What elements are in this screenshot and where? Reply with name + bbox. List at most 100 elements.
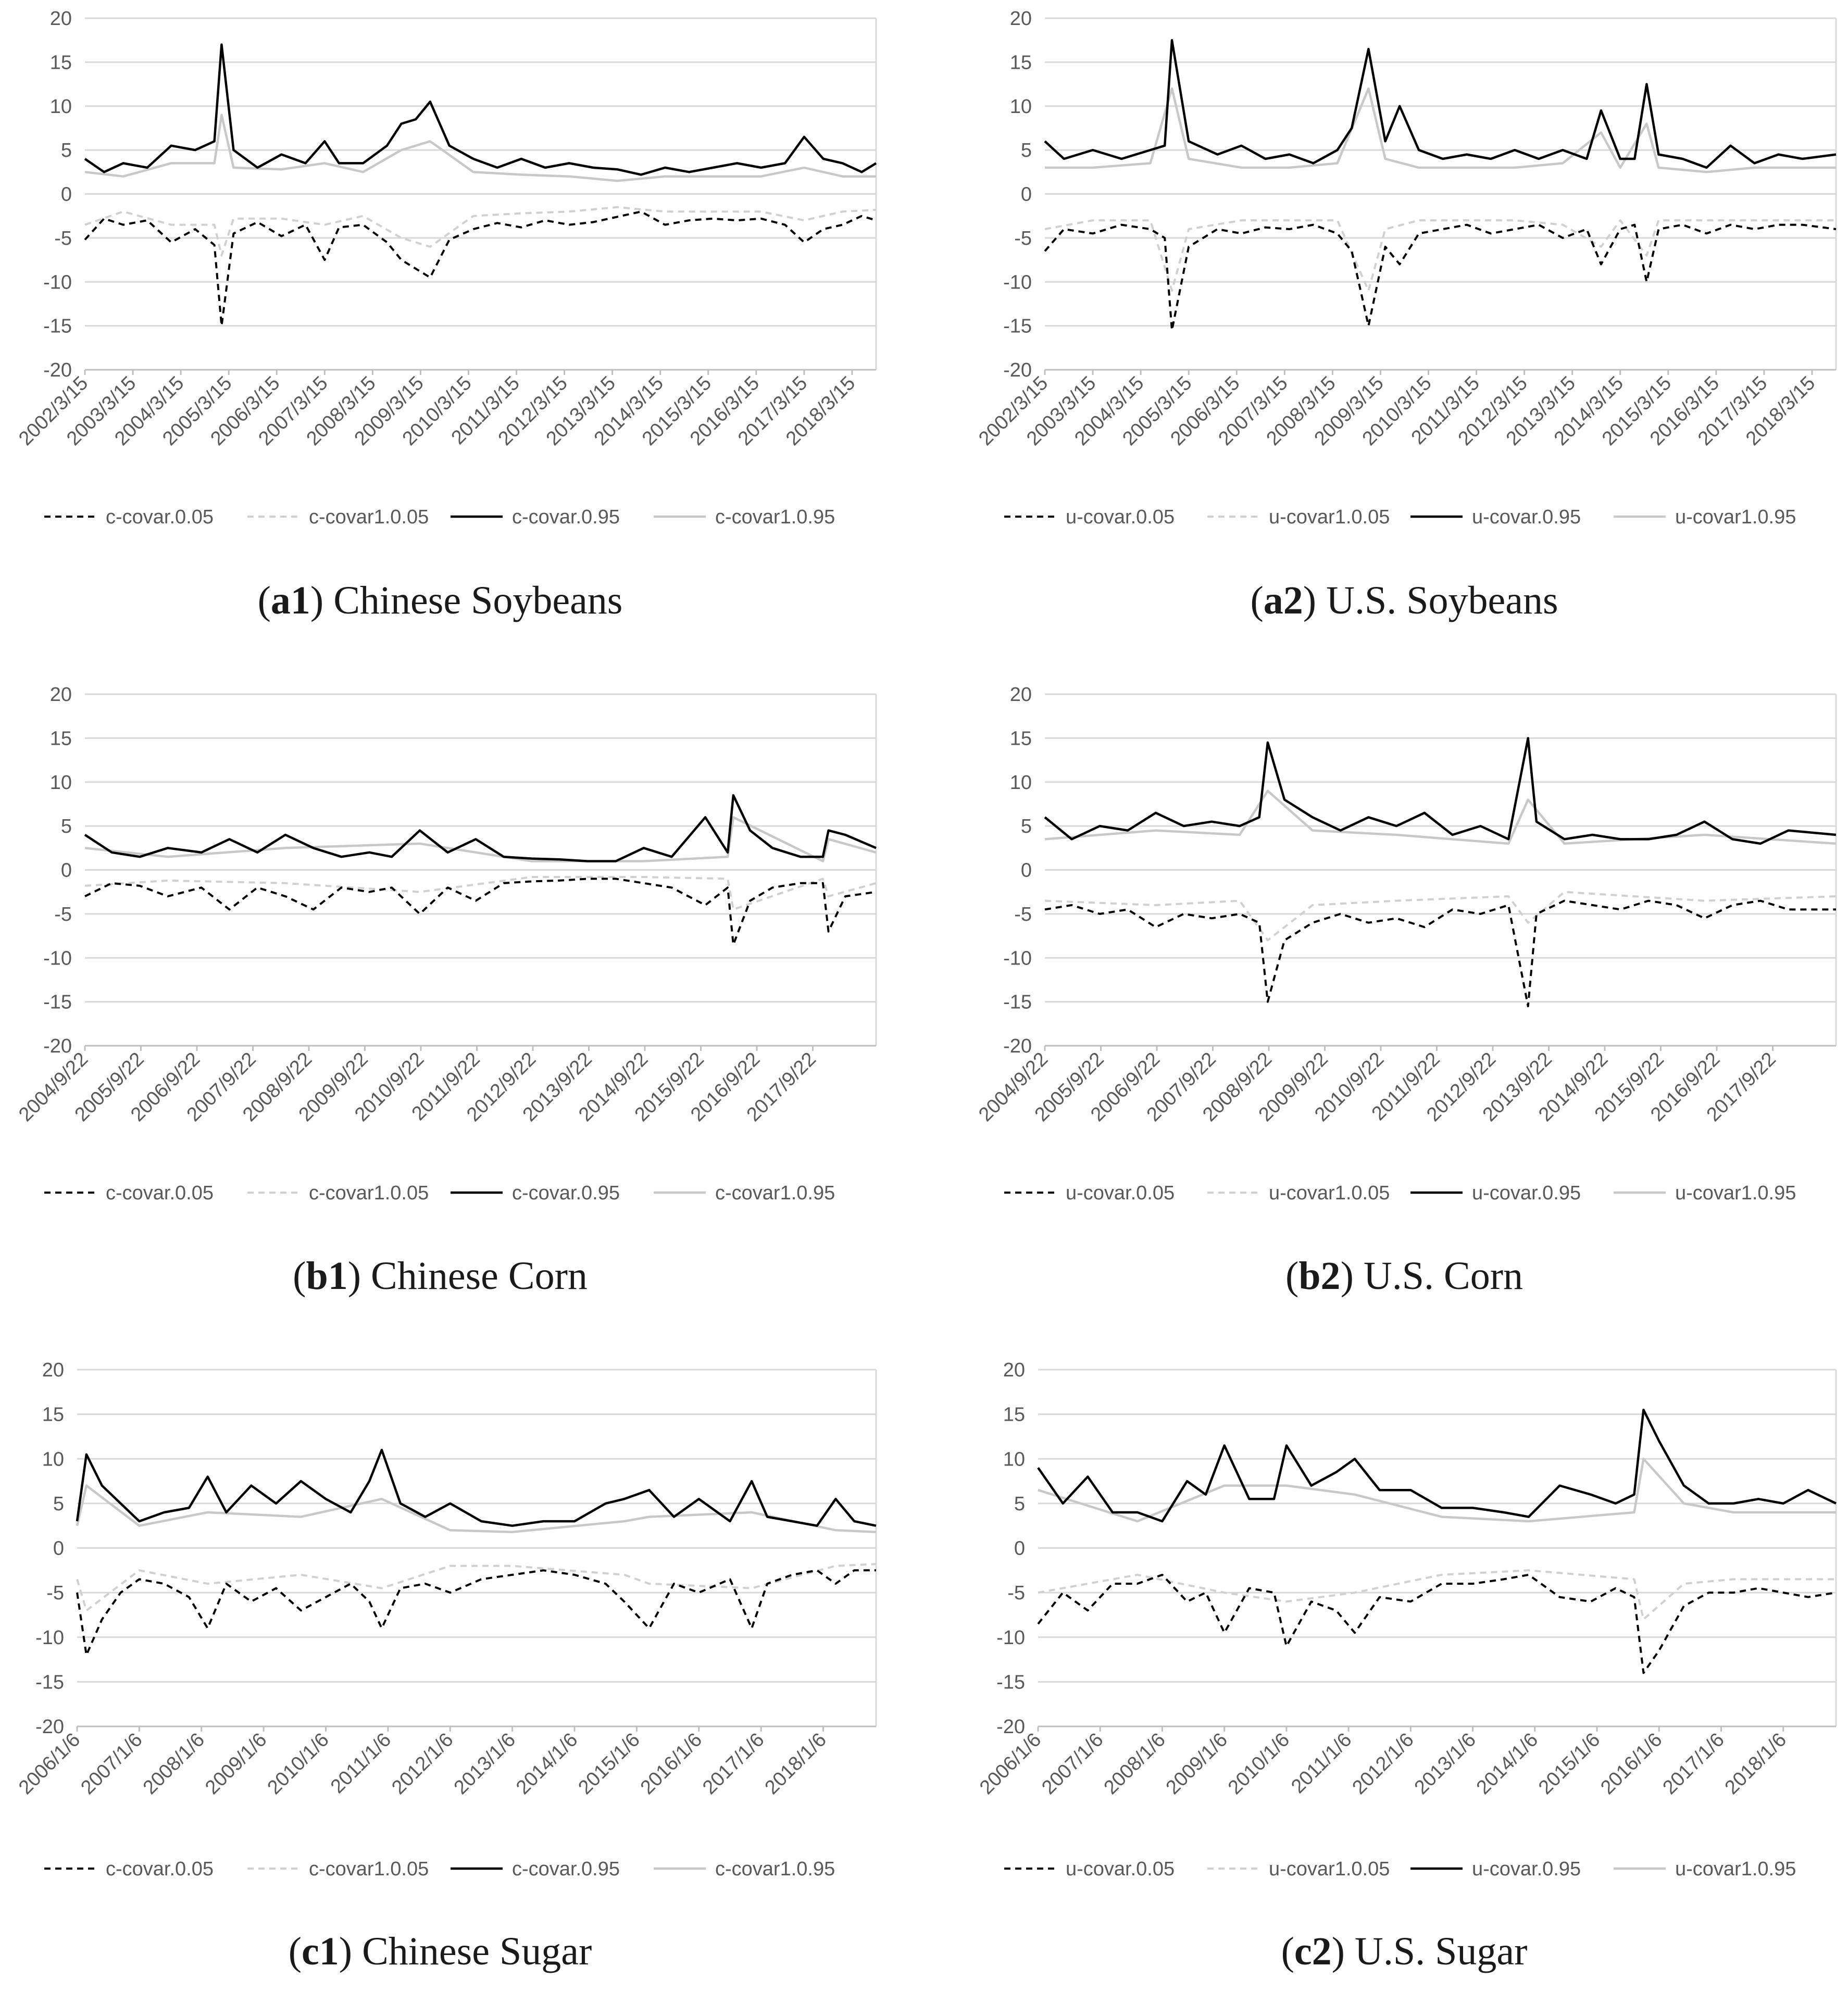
legend-label: u-covar1.0.05	[1269, 1858, 1390, 1880]
y-tick-label: 5	[1014, 1493, 1025, 1515]
y-tick-label: 5	[1021, 816, 1032, 837]
y-tick-label: 15	[50, 52, 72, 73]
series-line-c-covar.0.95	[84, 43, 877, 176]
y-tick-label: 5	[53, 1493, 64, 1515]
legend-label: c-covar1.0.95	[715, 1182, 835, 1204]
y-tick-label: -20	[35, 1716, 64, 1738]
legend: c-covar.0.05 c-covar1.0.05 c-covar.0.95 c-c…	[44, 1858, 835, 1880]
y-tick-label: -5	[54, 904, 72, 925]
y-tick-label: -20	[43, 1035, 72, 1057]
y-tick-label: -20	[1003, 359, 1032, 381]
y-tick-label: 15	[42, 1404, 64, 1426]
series-line-c-covar.0.05	[84, 210, 877, 327]
legend-label: u-covar.0.05	[1066, 506, 1175, 528]
y-tick-label: -15	[996, 1671, 1025, 1693]
panel-caption: (a1) Chinese Soybeans	[258, 579, 623, 622]
legend: u-covar.0.05 u-covar1.0.05 u-covar.0.95 u-c…	[1004, 506, 1796, 528]
y-tick-label: -20	[996, 1716, 1025, 1738]
series-line-c-covar.0.95	[76, 1448, 877, 1527]
y-tick-label: 0	[1021, 860, 1032, 882]
legend-label: u-covar.0.05	[1066, 1858, 1175, 1880]
legend-label: u-covar.0.05	[1066, 1182, 1175, 1204]
y-tick-label: -20	[43, 359, 72, 381]
legend-label: u-covar1.0.05	[1269, 1182, 1390, 1204]
series-line-c-covar1.0.05	[76, 1563, 877, 1612]
y-tick-label: -5	[1014, 228, 1032, 249]
y-tick-label: 5	[61, 140, 72, 161]
y-tick-label: -5	[46, 1582, 64, 1604]
y-tick-label: 20	[1003, 1359, 1025, 1381]
legend-label: c-covar.0.05	[106, 506, 214, 528]
y-tick-label: 0	[1021, 184, 1032, 206]
y-tick-label: -15	[1003, 992, 1032, 1013]
y-tick-label: 0	[61, 184, 72, 206]
y-tick-label: 0	[61, 860, 72, 882]
series-line-u-covar1.0.95	[1038, 1458, 1836, 1523]
y-tick-label: -20	[1003, 1035, 1032, 1057]
y-tick-label: 10	[1010, 772, 1032, 794]
legend: u-covar.0.05 u-covar1.0.05 u-covar.0.95 u-c…	[1004, 1182, 1796, 1204]
y-tick-label: 10	[42, 1448, 64, 1470]
series-line-u-covar1.0.05	[1044, 891, 1837, 942]
y-tick-label: -10	[43, 947, 72, 969]
series-line-u-covar.0.95	[1044, 39, 1837, 169]
y-tick-label: 10	[1010, 96, 1032, 118]
legend-label: u-covar.0.95	[1472, 506, 1581, 528]
y-tick-label: 10	[50, 772, 72, 794]
series-line-u-covar1.0.95	[1044, 790, 1837, 845]
legend-label: u-covar1.0.95	[1675, 506, 1796, 528]
series-line-c-covar1.0.95	[84, 114, 876, 182]
y-tick-label: -5	[54, 228, 72, 249]
series-line-u-covar1.0.05	[1038, 1569, 1836, 1621]
y-tick-label: -10	[35, 1627, 64, 1649]
legend-label: u-covar1.0.05	[1269, 506, 1390, 528]
legend-label: u-covar1.0.95	[1675, 1858, 1796, 1880]
y-tick-label: 5	[1021, 140, 1032, 161]
panel-caption: (a2) U.S. Soybeans	[1250, 579, 1558, 622]
y-tick-label: 20	[1010, 684, 1032, 706]
legend: c-covar.0.05 c-covar1.0.05 c-covar.0.95 c-c…	[44, 1182, 835, 1204]
legend-label: c-covar.0.05	[106, 1858, 214, 1880]
panel-caption: (b1) Chinese Corn	[293, 1254, 588, 1298]
legend-label: c-covar1.0.05	[309, 506, 429, 528]
y-tick-label: 10	[50, 96, 72, 118]
series-line-u-covar.0.95	[1037, 1408, 1837, 1523]
y-tick-label: -10	[1003, 271, 1032, 293]
y-tick-label: -5	[1014, 904, 1032, 925]
series-line-c-covar.0.05	[84, 878, 877, 946]
series-line-c-covar1.0.95	[84, 816, 877, 862]
legend-label: u-covar.0.95	[1472, 1182, 1581, 1204]
series-line-u-covar1.0.95	[1045, 87, 1836, 173]
y-tick-label: -10	[1003, 947, 1032, 969]
legend-label: c-covar1.0.05	[309, 1182, 429, 1204]
legend: c-covar.0.05 c-covar1.0.05 c-covar.0.95 c-c…	[44, 506, 835, 528]
legend-label: c-covar.0.95	[512, 1182, 620, 1204]
legend-label: c-covar.0.05	[106, 1182, 214, 1204]
series-line-u-covar.0.05	[1044, 223, 1837, 332]
legend-label: c-covar1.0.95	[715, 506, 835, 528]
legend-label: u-covar1.0.95	[1675, 1182, 1796, 1204]
y-tick-label: 15	[1003, 1404, 1025, 1426]
panel-caption: (c1) Chinese Sugar	[289, 1930, 592, 1973]
legend-label: c-covar.0.95	[512, 506, 620, 528]
y-tick-label: 15	[1010, 728, 1032, 749]
legend-label: c-covar1.0.95	[715, 1858, 835, 1880]
y-tick-label: -15	[43, 992, 72, 1013]
y-tick-label: -10	[996, 1627, 1025, 1649]
series-line-c-covar1.0.95	[76, 1484, 877, 1533]
y-tick-label: 15	[1010, 52, 1032, 73]
legend-label: c-covar1.0.05	[309, 1858, 429, 1880]
y-tick-label: -15	[35, 1671, 64, 1693]
y-tick-label: 20	[42, 1359, 64, 1381]
y-tick-label: 15	[50, 728, 72, 749]
series-line-u-covar.0.05	[1037, 1573, 1837, 1674]
legend: u-covar.0.05 u-covar1.0.05 u-covar.0.95 u-c…	[1004, 1858, 1796, 1880]
series-line-u-covar.0.05	[1044, 899, 1836, 1008]
y-tick-label: 5	[61, 816, 72, 837]
legend-label: u-covar.0.95	[1472, 1858, 1581, 1880]
series-line-u-covar1.0.05	[1044, 219, 1836, 292]
panel-caption: (b2) U.S. Corn	[1285, 1254, 1523, 1298]
panel-caption: (c2) U.S. Sugar	[1281, 1930, 1528, 1973]
